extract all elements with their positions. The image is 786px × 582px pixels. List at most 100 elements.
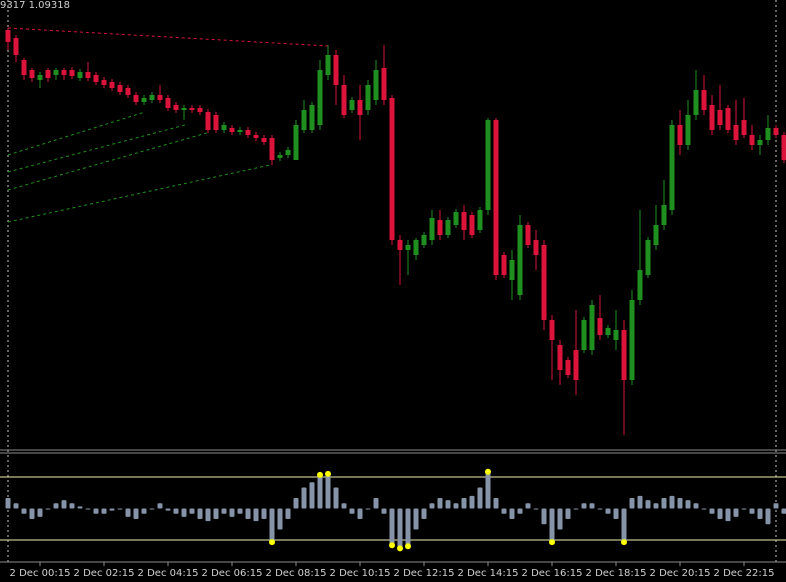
candle-body — [197, 108, 203, 112]
candle-body — [405, 245, 411, 250]
candle-body — [765, 128, 771, 140]
candle-body — [509, 260, 515, 280]
oscillator-bar — [221, 508, 227, 514]
candle-body — [437, 220, 443, 235]
oscillator-bar — [381, 508, 387, 514]
oscillator-bar — [541, 508, 547, 525]
oscillator-bar — [405, 508, 411, 547]
candle-body — [677, 125, 683, 145]
oscillator-bar — [477, 487, 483, 509]
oscillator-bar — [717, 508, 723, 519]
ohlc-header: 9317 1.09318 — [0, 0, 70, 11]
candle-body — [277, 155, 283, 158]
x-tick-label: 2 Dec 08:15 — [266, 568, 327, 579]
x-tick-label: 2 Dec 10:15 — [330, 568, 391, 579]
candle-body — [5, 30, 11, 42]
oscillator-bar — [749, 508, 755, 514]
candle-body — [357, 100, 363, 115]
oscillator-bar — [173, 508, 179, 514]
candle-body — [421, 235, 427, 245]
oscillator-bar — [677, 498, 683, 509]
oscillator-bar — [37, 508, 43, 517]
oscillator-bar — [365, 508, 371, 510]
candle-body — [109, 82, 115, 88]
oscillator-bar — [109, 508, 115, 511]
oscillator-bar — [341, 503, 347, 509]
oscillator-bar — [197, 508, 203, 519]
x-tick-label: 2 Dec 12:15 — [394, 568, 455, 579]
oscillator-bar — [237, 508, 243, 514]
oscillator-bar — [141, 508, 147, 514]
candle-body — [701, 90, 707, 110]
x-tick-label: 2 Dec 16:15 — [522, 568, 583, 579]
signal-dot — [389, 542, 395, 549]
candle-body — [293, 125, 299, 160]
x-tick-label: 2 Dec 20:15 — [650, 568, 711, 579]
oscillator-bar — [325, 473, 331, 509]
signal-dot — [485, 468, 491, 475]
oscillator-bar — [69, 503, 75, 509]
oscillator-bar — [645, 500, 651, 509]
candle-body — [125, 88, 131, 95]
oscillator-bar — [77, 506, 83, 509]
x-tick-label: 2 Dec 04:15 — [138, 568, 199, 579]
oscillator-bar — [709, 508, 715, 514]
candle-body — [565, 360, 571, 375]
oscillator-bar — [517, 508, 523, 514]
oscillator-bar — [5, 498, 11, 509]
candle-body — [629, 300, 635, 380]
oscillator-bar — [701, 508, 707, 510]
oscillator-bar — [189, 508, 195, 514]
signal-dot — [621, 539, 627, 546]
oscillator-bar — [693, 503, 699, 509]
x-tick-label: 2 Dec 18:15 — [586, 568, 647, 579]
oscillator-bar — [653, 503, 659, 509]
candle-body — [229, 128, 235, 132]
candle-body — [213, 115, 219, 130]
candle-body — [469, 215, 475, 235]
oscillator-bar — [213, 508, 219, 519]
oscillator-bar — [349, 508, 355, 514]
candle-body — [181, 108, 187, 110]
oscillator-bar — [21, 508, 27, 514]
oscillator-bar — [549, 508, 555, 543]
candle-body — [61, 70, 67, 75]
oscillator-bar — [301, 487, 307, 509]
oscillator-bar — [165, 508, 171, 511]
candle-body — [309, 105, 315, 130]
oscillator-bar — [245, 508, 251, 519]
oscillator-bar — [565, 508, 571, 519]
candle-body — [653, 225, 659, 245]
oscillator-bar — [277, 508, 283, 530]
oscillator-bar — [725, 508, 731, 522]
candle-body — [77, 72, 83, 78]
candle-body — [549, 320, 555, 340]
candle-body — [773, 128, 779, 135]
candle-body — [141, 98, 147, 102]
oscillator-bar — [637, 495, 643, 509]
signal-dot — [405, 543, 411, 550]
candle-body — [133, 95, 139, 102]
oscillator-bar — [493, 498, 499, 509]
oscillator-bar — [397, 508, 403, 549]
trend-line — [7, 124, 186, 173]
oscillator-bar — [525, 503, 531, 509]
signal-dot — [397, 545, 403, 552]
channel-lines — [7, 111, 271, 223]
oscillator-bar — [333, 487, 339, 509]
candle-body — [605, 328, 611, 335]
candle-body — [365, 85, 371, 110]
candle-body — [661, 205, 667, 225]
candle-body — [269, 138, 275, 160]
oscillator-bar — [461, 498, 467, 509]
candle-body — [333, 55, 339, 85]
oscillator-bar — [597, 508, 603, 510]
oscillator-bar — [269, 508, 275, 543]
oscillator-bar — [413, 508, 419, 530]
oscillator-bar — [573, 508, 579, 510]
oscillator-bar — [285, 508, 291, 519]
candle-body — [53, 70, 59, 75]
oscillator-bar — [229, 508, 235, 517]
oscillator-bar — [45, 508, 51, 510]
oscillator-bar — [317, 474, 323, 509]
